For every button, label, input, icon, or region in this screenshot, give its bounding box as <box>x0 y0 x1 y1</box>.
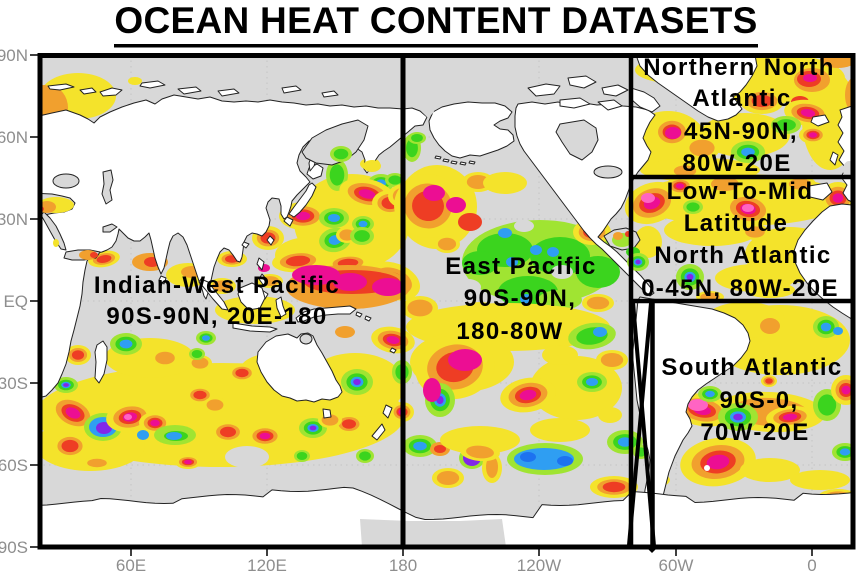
svg-text:120W: 120W <box>517 556 561 575</box>
svg-text:North Atlantic: North Atlantic <box>654 242 831 269</box>
svg-text:Low-To-Mid: Low-To-Mid <box>667 178 814 205</box>
svg-text:Indian-West Pacific: Indian-West Pacific <box>94 272 340 299</box>
svg-text:30N: 30N <box>0 210 28 229</box>
svg-text:80W-20E: 80W-20E <box>682 150 791 177</box>
svg-text:120E: 120E <box>247 556 287 575</box>
svg-text:OCEAN HEAT CONTENT DATASETS: OCEAN HEAT CONTENT DATASETS <box>114 0 757 41</box>
svg-text:30S: 30S <box>0 374 28 393</box>
svg-text:60W: 60W <box>659 556 694 575</box>
svg-text:South Atlantic: South Atlantic <box>661 354 842 381</box>
svg-text:60N: 60N <box>0 128 28 147</box>
svg-text:Atlantic: Atlantic <box>692 85 791 112</box>
svg-text:90S-90N, 20E-180: 90S-90N, 20E-180 <box>106 303 327 330</box>
svg-text:90S-0,: 90S-0, <box>719 387 798 414</box>
svg-text:0-45N, 80W-20E: 0-45N, 80W-20E <box>641 275 839 302</box>
svg-text:90S: 90S <box>0 538 28 557</box>
svg-text:45N-90N,: 45N-90N, <box>684 118 798 145</box>
svg-text:Latitude: Latitude <box>684 210 789 237</box>
svg-text:90N: 90N <box>0 46 28 65</box>
svg-text:East Pacific: East Pacific <box>445 253 597 280</box>
svg-text:90S-90N,: 90S-90N, <box>464 285 577 312</box>
svg-text:EQ: EQ <box>3 292 28 311</box>
svg-text:180-80W: 180-80W <box>456 318 563 345</box>
svg-text:Northern North: Northern North <box>643 54 835 81</box>
svg-text:180: 180 <box>389 556 417 575</box>
svg-text:60S: 60S <box>0 456 28 475</box>
svg-text:60E: 60E <box>116 556 146 575</box>
svg-text:0: 0 <box>807 556 816 575</box>
svg-text:70W-20E: 70W-20E <box>700 419 809 446</box>
